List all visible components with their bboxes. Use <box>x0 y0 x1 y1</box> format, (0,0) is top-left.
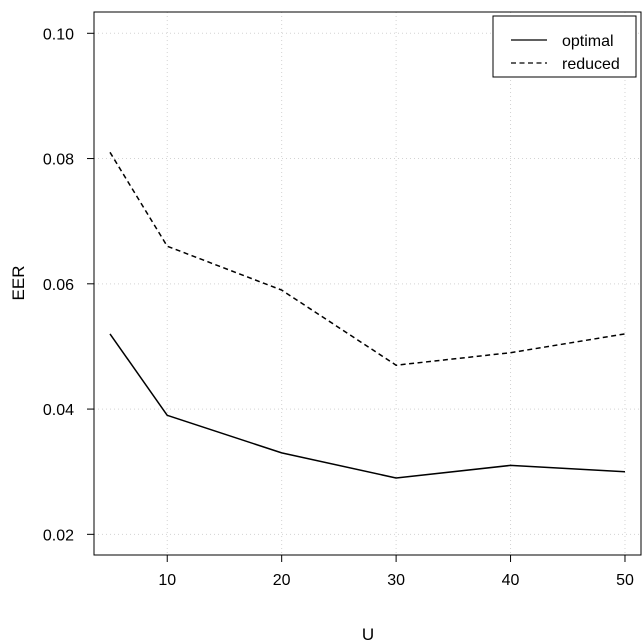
legend: optimal reduced <box>492 15 637 78</box>
legend-box <box>492 15 637 78</box>
x-axis-title: U <box>362 625 374 644</box>
legend-label-reduced: reduced <box>562 56 620 73</box>
grid <box>94 12 641 555</box>
series-line-optimal <box>109 333 626 479</box>
y-tick-label: 0.02 <box>43 527 74 544</box>
y-axis: 0.02 0.04 0.06 0.08 0.10 <box>43 26 94 544</box>
x-tick-label: 20 <box>273 572 291 589</box>
y-tick-label: 0.06 <box>43 277 74 294</box>
y-tick-label: 0.04 <box>43 402 74 419</box>
series-line-reduced <box>109 151 626 366</box>
legend-label-optimal: optimal <box>562 33 614 50</box>
y-axis-title: EER <box>9 266 28 301</box>
x-axis: 10 20 30 40 50 <box>158 555 634 589</box>
x-tick-label: 10 <box>158 572 176 589</box>
x-tick-label: 30 <box>387 572 405 589</box>
y-tick-label: 0.10 <box>43 26 74 43</box>
series-group <box>109 151 626 479</box>
y-tick-label: 0.08 <box>43 152 74 169</box>
x-tick-label: 40 <box>502 572 520 589</box>
x-tick-label: 50 <box>616 572 634 589</box>
